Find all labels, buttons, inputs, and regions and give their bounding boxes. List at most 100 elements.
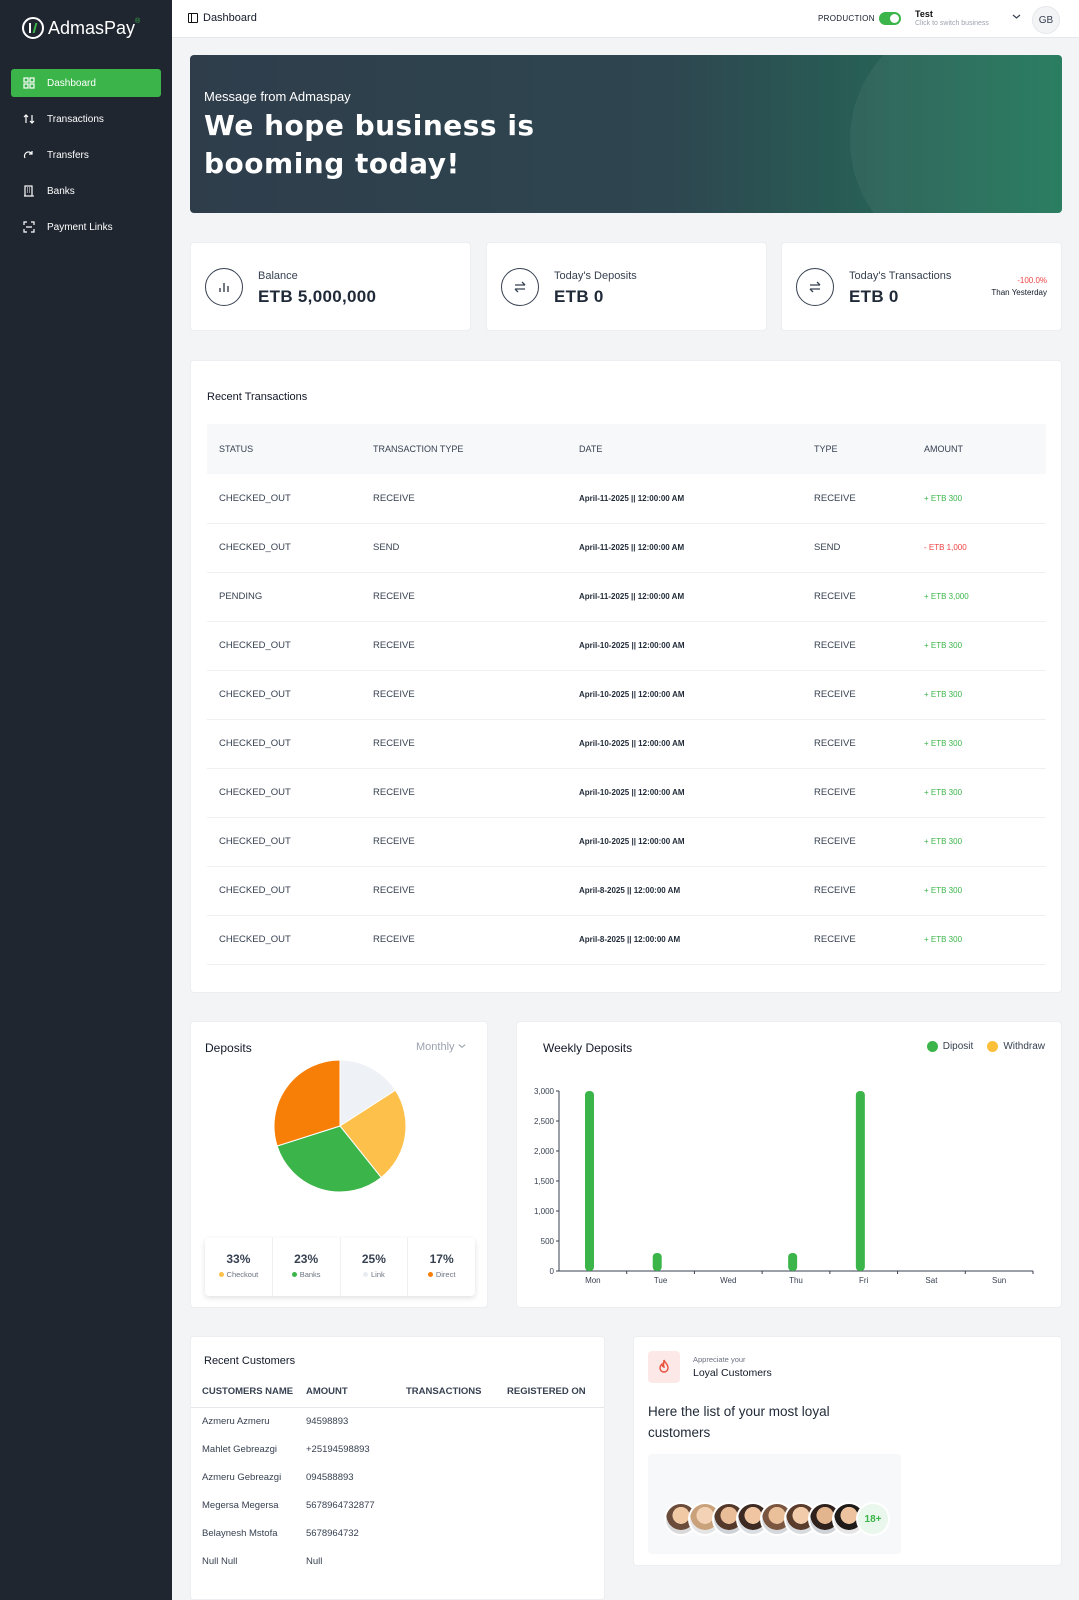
production-toggle[interactable] bbox=[879, 12, 901, 25]
table-row[interactable]: Belaynesh Mstofa 5678964732 bbox=[191, 1519, 604, 1547]
table-row[interactable]: CHECKED_OUT RECEIVE April-8-2025 || 12:00:… bbox=[207, 866, 1046, 916]
chevron-down-icon[interactable] bbox=[1012, 12, 1021, 24]
table-row[interactable]: CHECKED_OUT RECEIVE April-11-2025 || 12:00… bbox=[207, 474, 1046, 524]
amount-cell: + ETB 300 bbox=[924, 670, 1046, 720]
deposits-card: Deposits Monthly 33% Checkout 23% Banks 25% L… bbox=[190, 1021, 488, 1308]
amount-cell: - ETB 1,000 bbox=[924, 523, 1046, 573]
swap-icon bbox=[501, 268, 539, 306]
col-type: TYPE bbox=[814, 444, 838, 454]
customer-registered-cell bbox=[507, 1407, 604, 1435]
loyal-avatars-box: 18+ bbox=[648, 1454, 901, 1554]
table-row[interactable]: CHECKED_OUT SEND April-11-2025 || 12:00:00… bbox=[207, 523, 1046, 573]
redo-icon bbox=[23, 149, 35, 161]
sidebar-item-payment-links[interactable]: Payment Links bbox=[11, 213, 161, 241]
customers-table: CUSTOMERS NAME AMOUNT TRANSACTIONS REGIS… bbox=[191, 1377, 604, 1575]
y-tick-label: 3,000 bbox=[534, 1087, 555, 1096]
amount-cell: + ETB 300 bbox=[924, 768, 1046, 818]
legend-label: Banks bbox=[273, 1270, 340, 1279]
avatar-stack[interactable]: 18+ bbox=[664, 1502, 890, 1536]
deposits-pie-chart bbox=[273, 1059, 407, 1193]
table-row[interactable]: CHECKED_OUT RECEIVE April-10-2025 || 12:00… bbox=[207, 768, 1046, 818]
pie-slice-link[interactable] bbox=[339, 1059, 397, 1127]
breadcrumb: Dashboard bbox=[188, 12, 257, 24]
legend-text: Banks bbox=[299, 1270, 321, 1279]
business-switcher[interactable]: Test Click to switch business bbox=[915, 9, 989, 27]
col-amount: AMOUNT bbox=[306, 1386, 348, 1398]
bar-diposit-fri[interactable] bbox=[855, 1091, 865, 1271]
legend-item-withdraw[interactable]: Withdraw bbox=[987, 1041, 1045, 1052]
sidebar-item-banks[interactable]: Banks bbox=[11, 177, 161, 205]
transactions-table: STATUS TRANSACTION TYPE DATE TYPE AMOUNT… bbox=[207, 424, 1046, 965]
more-customers-count[interactable]: 18+ bbox=[856, 1502, 890, 1536]
user-avatar[interactable]: GB bbox=[1032, 6, 1060, 34]
date-cell: April-10-2025 || 12:00:00 AM bbox=[579, 768, 814, 818]
legend-text: Link bbox=[370, 1270, 385, 1279]
table-row[interactable]: Azmeru Gebreazgi 094588893 bbox=[191, 1463, 604, 1491]
col-registered-on: REGISTERED ON bbox=[507, 1386, 586, 1398]
loyal-description: Here the list of your most loyal custome… bbox=[648, 1404, 830, 1440]
bar-diposit-mon[interactable] bbox=[585, 1091, 594, 1271]
customer-transactions-cell bbox=[406, 1491, 507, 1519]
legend-dot bbox=[362, 1272, 368, 1277]
amount-cell: + ETB 300 bbox=[924, 719, 1046, 769]
legend-label: Checkout bbox=[205, 1270, 272, 1279]
customer-name-cell: Belaynesh Mstofa bbox=[202, 1527, 278, 1539]
customer-transactions-cell bbox=[406, 1463, 507, 1491]
transaction-type-cell: RECEIVE bbox=[373, 621, 579, 671]
status-cell: PENDING bbox=[207, 572, 373, 622]
table-row[interactable]: PENDING RECEIVE April-11-2025 || 12:00:00 … bbox=[207, 572, 1046, 622]
book-icon bbox=[188, 13, 198, 23]
logo[interactable]: AdmasPay® bbox=[22, 17, 140, 39]
table-row[interactable]: CHECKED_OUT RECEIVE April-8-2025 || 12:00:… bbox=[207, 915, 1046, 965]
legend-item-diposit[interactable]: Diposit bbox=[926, 1041, 974, 1052]
sidebar: AdmasPay® Dashboard Transactions Transfe… bbox=[0, 0, 172, 1600]
x-tick-label: Thu bbox=[789, 1276, 803, 1285]
sidebar-item-transfers[interactable]: Transfers bbox=[11, 141, 161, 169]
bar-diposit-thu[interactable] bbox=[788, 1253, 798, 1271]
transaction-type-cell: RECEIVE bbox=[373, 817, 579, 867]
business-hint: Click to switch business bbox=[915, 20, 989, 27]
pie-slice-checkout[interactable] bbox=[339, 1089, 407, 1179]
sidebar-item-dashboard[interactable]: Dashboard bbox=[11, 69, 161, 97]
x-tick-label: Sun bbox=[992, 1276, 1006, 1285]
legend-text: Withdraw bbox=[1003, 1041, 1045, 1052]
bar-diposit-tue[interactable] bbox=[652, 1253, 662, 1271]
col-customer-name: CUSTOMERS NAME bbox=[202, 1386, 294, 1398]
pie-slice-direct[interactable] bbox=[273, 1059, 341, 1147]
table-row[interactable]: CHECKED_OUT RECEIVE April-10-2025 || 12:00… bbox=[207, 670, 1046, 720]
table-row[interactable]: CHECKED_OUT RECEIVE April-10-2025 || 12:00… bbox=[207, 817, 1046, 867]
legend-dot bbox=[926, 1041, 938, 1052]
status-cell: CHECKED_OUT bbox=[207, 768, 373, 818]
table-row[interactable]: Azmeru Azmeru 94598893 bbox=[191, 1407, 604, 1435]
customer-transactions-cell bbox=[406, 1435, 507, 1463]
customer-name-cell: Mahlet Gebreazgi bbox=[202, 1443, 277, 1455]
amount-cell: + ETB 300 bbox=[924, 915, 1046, 965]
customer-name-cell: Azmeru Azmeru bbox=[202, 1415, 270, 1427]
date-cell: April-10-2025 || 12:00:00 AM bbox=[579, 621, 814, 671]
status-cell: CHECKED_OUT bbox=[207, 866, 373, 916]
transaction-type-cell: RECEIVE bbox=[373, 572, 579, 622]
table-row[interactable]: CHECKED_OUT RECEIVE April-10-2025 || 12:00… bbox=[207, 621, 1046, 671]
col-amount: AMOUNT bbox=[924, 444, 963, 454]
sidebar-item-transactions[interactable]: Transactions bbox=[11, 105, 161, 133]
pie-slice-banks[interactable] bbox=[276, 1125, 382, 1193]
stat-card-deposits: Today's Deposits ETB 0 bbox=[486, 242, 767, 331]
bar-chart-icon bbox=[205, 268, 243, 306]
table-row[interactable]: Mahlet Gebreazgi +25194598893 bbox=[191, 1435, 604, 1463]
date-cell: April-10-2025 || 12:00:00 AM bbox=[579, 817, 814, 867]
legend-text: Diposit bbox=[942, 1041, 974, 1052]
x-tick-label: Fri bbox=[859, 1276, 869, 1285]
period-select[interactable]: Monthly bbox=[416, 1041, 466, 1053]
stat-label: Today's Deposits bbox=[554, 270, 637, 282]
stat-label: Today's Transactions bbox=[849, 270, 952, 282]
legend-text: Direct bbox=[435, 1270, 456, 1279]
customer-name-cell: Azmeru Gebreazgi bbox=[202, 1471, 282, 1483]
y-tick-label: 500 bbox=[541, 1237, 555, 1246]
table-row[interactable]: Null Null Null bbox=[191, 1547, 604, 1575]
table-row[interactable]: Megersa Megersa 5678964732877 bbox=[191, 1491, 604, 1519]
loyal-title: Loyal Customers bbox=[693, 1367, 772, 1379]
x-tick-label: Mon bbox=[585, 1276, 601, 1285]
table-row[interactable]: CHECKED_OUT RECEIVE April-10-2025 || 12:00… bbox=[207, 719, 1046, 769]
sidebar-item-label: Transfers bbox=[47, 149, 89, 161]
date-cell: April-10-2025 || 12:00:00 AM bbox=[579, 719, 814, 769]
